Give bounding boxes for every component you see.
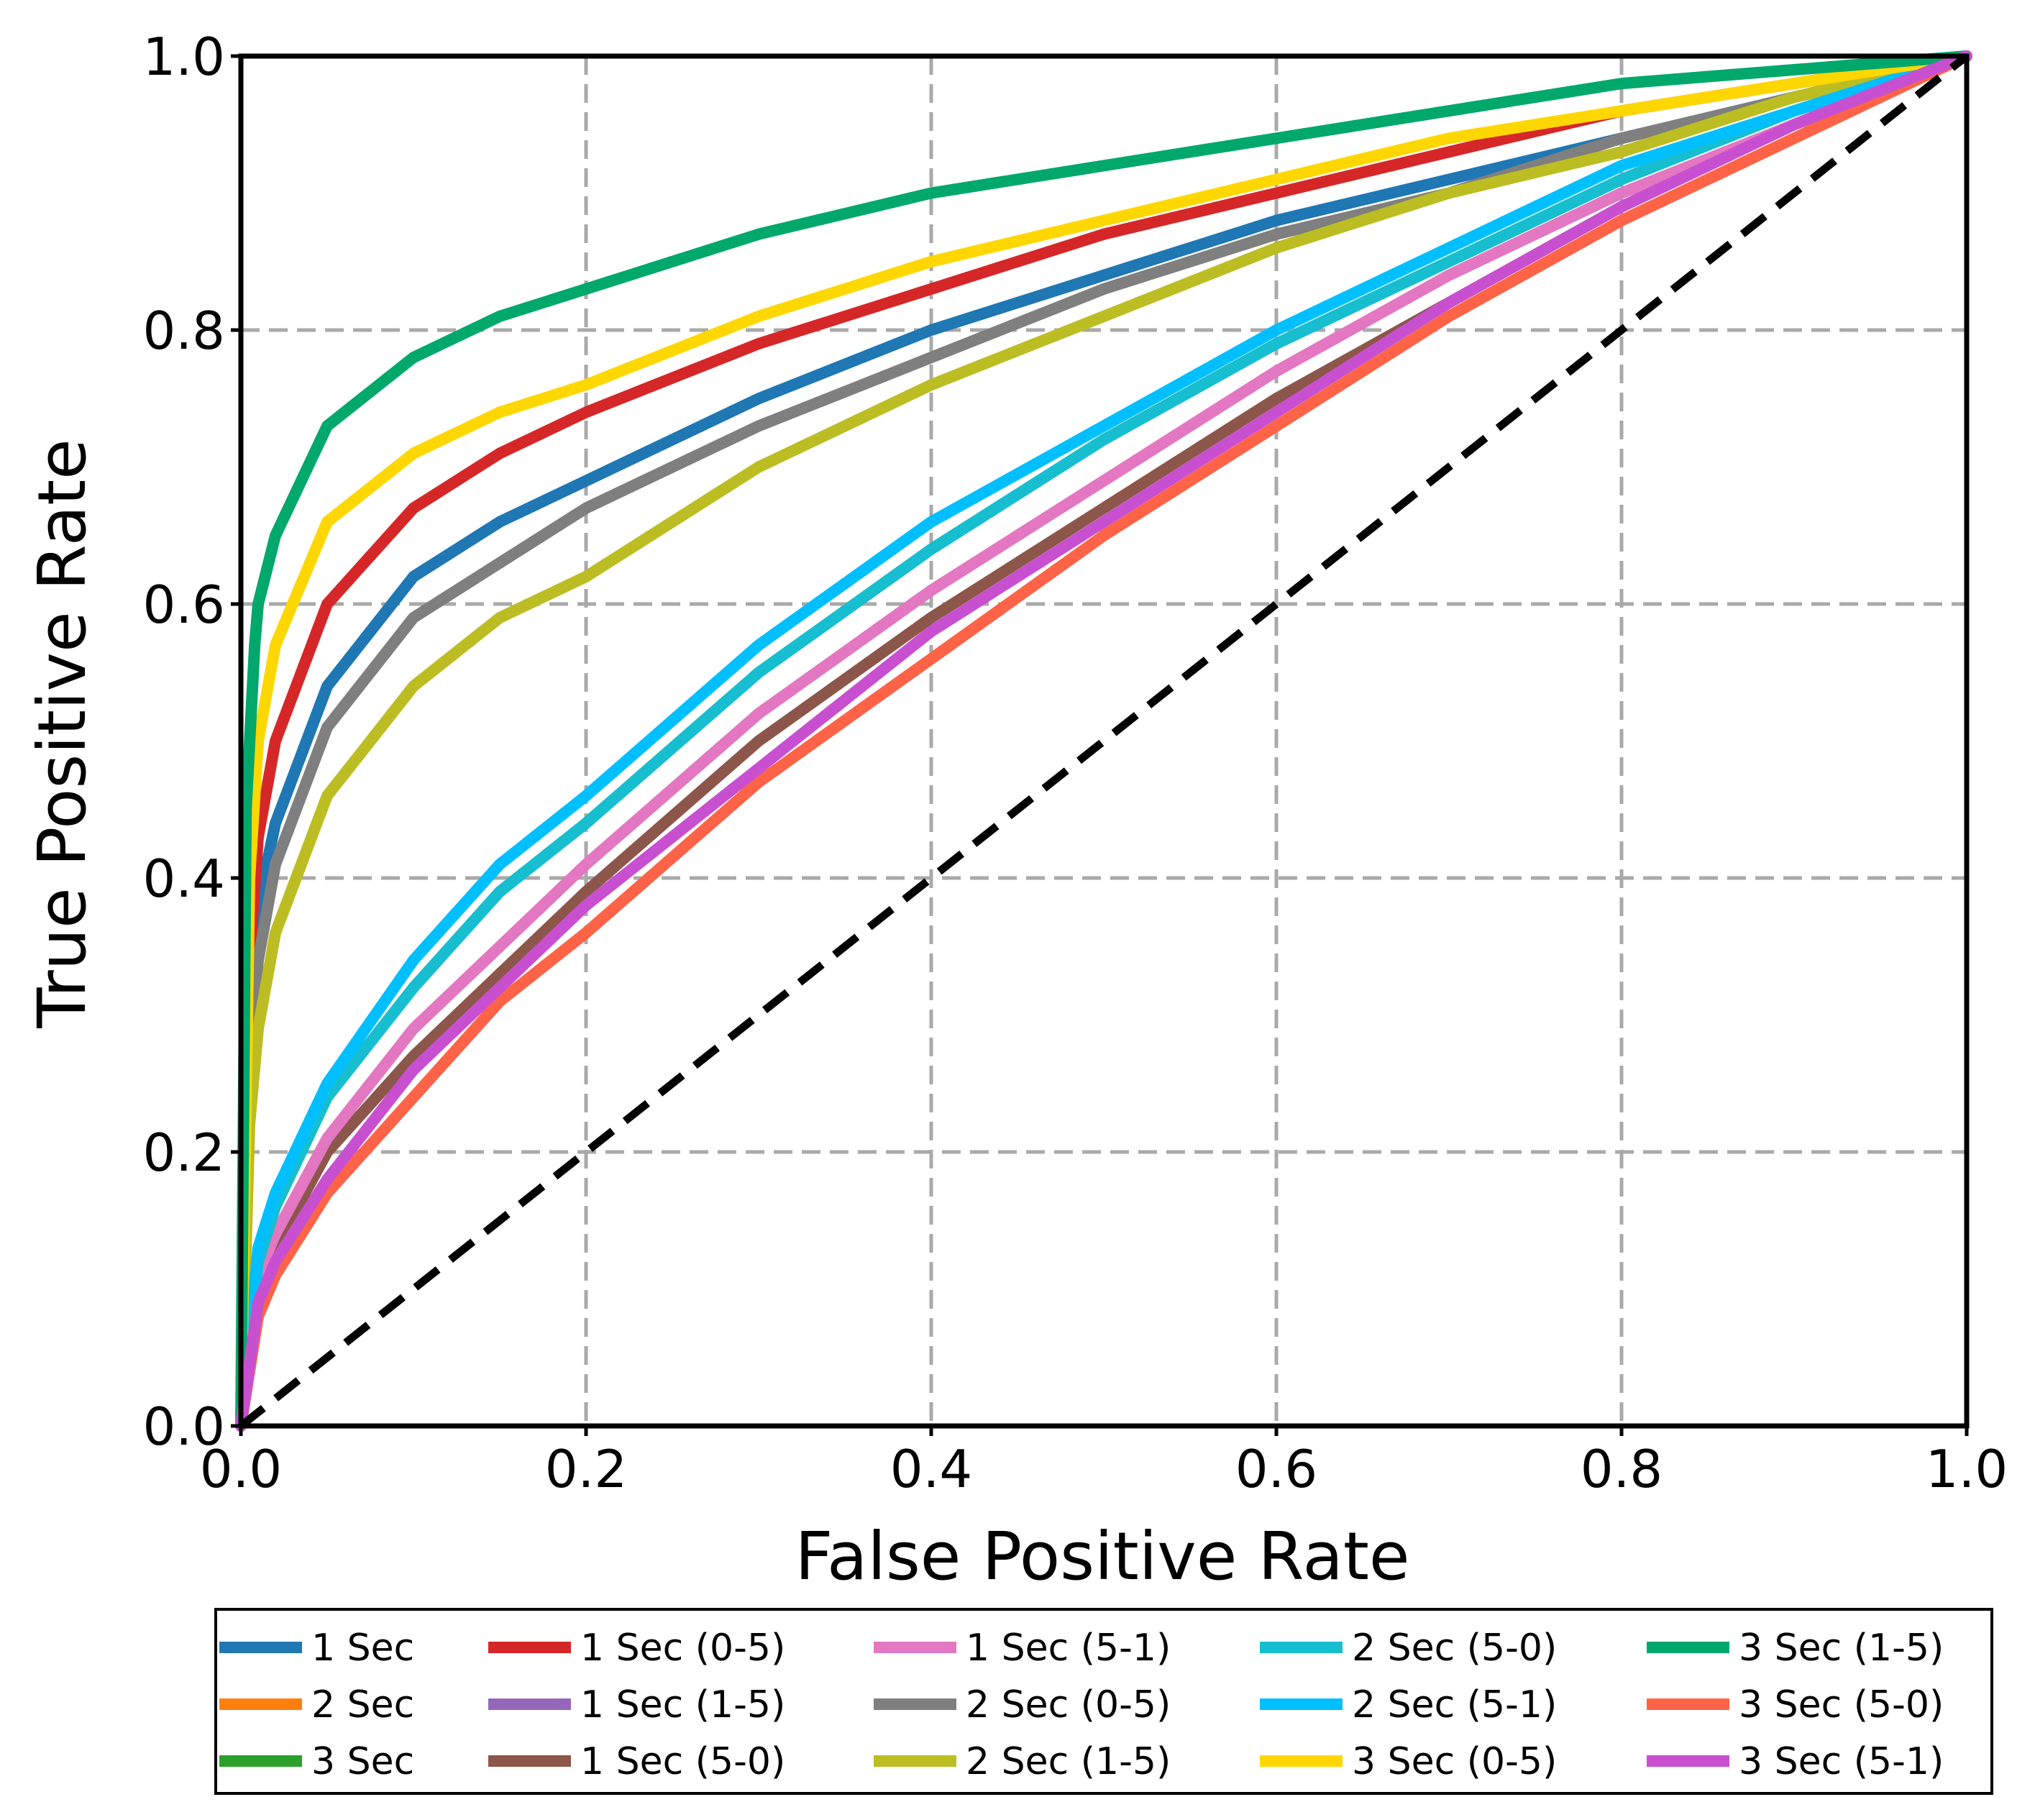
legend-label: 1 Sec (5-1) bbox=[966, 1627, 1171, 1670]
legend-label: 1 Sec (1-5) bbox=[580, 1683, 785, 1727]
y-tick-label: 0.0 bbox=[142, 1396, 225, 1457]
roc-curve-2-sec-0-5 bbox=[235, 50, 1972, 1432]
roc-curve-2-sec-5-1 bbox=[235, 50, 1972, 1432]
roc-curve-3-sec-5-1 bbox=[235, 50, 1972, 1432]
legend-label: 2 Sec (5-0) bbox=[1352, 1627, 1557, 1670]
x-axis-title: False Positive Rate bbox=[795, 1518, 1409, 1595]
x-tick-label: 1.0 bbox=[1926, 1439, 2008, 1499]
y-tick-label: 0.2 bbox=[142, 1122, 225, 1183]
y-axis-title: True Positive Rate bbox=[24, 439, 101, 1029]
x-tick-label: 0.8 bbox=[1581, 1439, 1663, 1499]
legend-label: 2 Sec (0-5) bbox=[966, 1683, 1171, 1727]
roc-curve-2-sec-5-0 bbox=[235, 50, 1972, 1432]
roc-curve-3-sec-0-5 bbox=[235, 50, 1972, 1432]
legend-label: 2 Sec bbox=[311, 1683, 414, 1727]
y-tick-label: 0.8 bbox=[142, 301, 225, 361]
roc-curve-3-sec-5-0 bbox=[235, 50, 1972, 1432]
axes bbox=[238, 53, 1970, 1429]
plot-frame bbox=[238, 53, 1970, 1429]
roc-curves bbox=[235, 50, 1972, 1432]
legend-label: 2 Sec (1-5) bbox=[966, 1740, 1171, 1783]
y-tick-label: 0.4 bbox=[142, 849, 225, 909]
x-tick-label: 0.6 bbox=[1235, 1439, 1318, 1499]
legend-label: 3 Sec bbox=[311, 1740, 414, 1783]
legend-label: 3 Sec (0-5) bbox=[1352, 1740, 1557, 1783]
y-tick-label: 0.6 bbox=[142, 575, 225, 635]
x-tick-label: 0.0 bbox=[200, 1439, 283, 1499]
y-tick-label: 1.0 bbox=[142, 27, 225, 87]
x-tick-label: 0.4 bbox=[890, 1439, 973, 1499]
roc-curve-1-sec bbox=[235, 50, 1972, 1432]
chance-diagonal-line bbox=[238, 52, 1970, 1430]
roc-curve-1-sec-5-1 bbox=[235, 50, 1972, 1432]
legend-label: 1 Sec bbox=[311, 1627, 414, 1670]
legend-label: 3 Sec (1-5) bbox=[1739, 1627, 1944, 1670]
tick-labels: 0.0 0.2 0.4 0.6 0.8 1.0 0.0 0.2 0.4 0.6 0.8 1.0 bbox=[142, 27, 2008, 1499]
legend-label: 2 Sec (5-1) bbox=[1352, 1683, 1557, 1727]
roc-curve-3-sec-1-5 bbox=[235, 50, 1972, 1432]
roc-curve-2-sec-1-5 bbox=[235, 50, 1972, 1432]
legend: 1 Sec 2 Sec 3 Sec 1 Sec (0-5) 1 Sec (1-5) 1 S… bbox=[214, 1608, 1993, 1795]
x-tick-label: 0.2 bbox=[545, 1439, 628, 1499]
legend-label: 3 Sec (5-0) bbox=[1739, 1683, 1944, 1727]
legend-label: 1 Sec (0-5) bbox=[580, 1627, 785, 1670]
legend-label: 3 Sec (5-1) bbox=[1739, 1740, 1944, 1783]
roc-curve-1-sec-0-5 bbox=[235, 50, 1972, 1432]
legend-label: 1 Sec (5-0) bbox=[580, 1740, 785, 1783]
